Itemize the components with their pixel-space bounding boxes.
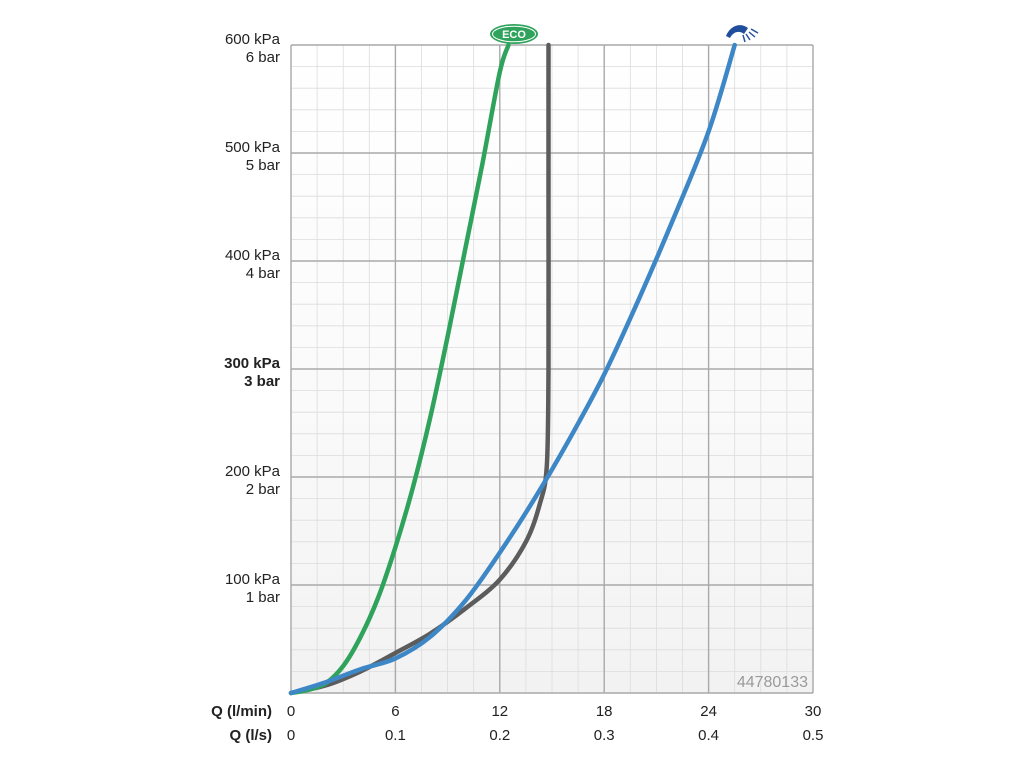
y-tick-label-kpa: 100 kPa <box>225 571 281 588</box>
x-axis-title-lmin: Q (l/min) <box>211 703 272 720</box>
y-tick-label-bar: 3 bar <box>244 373 280 390</box>
series-layer <box>288 42 737 696</box>
series-line-shower <box>288 42 737 696</box>
x-tick-label-lmin: 30 <box>805 703 822 720</box>
y-tick-label-bar: 2 bar <box>246 481 280 498</box>
x-axis-title-ls: Q (l/s) <box>229 727 272 744</box>
x-tick-label-ls: 0.5 <box>803 727 824 744</box>
y-tick-label-bar: 5 bar <box>246 157 280 174</box>
x-tick-label-lmin: 12 <box>491 703 508 720</box>
x-tick-label-ls: 0.2 <box>489 727 510 744</box>
x-tick-label-ls: 0.4 <box>698 727 719 744</box>
x-axis-labels: 0 0 6 0.1 12 0.2 18 0.3 24 0.4 30 0.5 <box>287 703 824 744</box>
eco-badge-label: ECO <box>502 29 526 41</box>
eco-badge-icon: ECO <box>490 24 538 44</box>
x-tick-label-ls: 0.3 <box>594 727 615 744</box>
x-tick-label-lmin: 0 <box>287 703 295 720</box>
y-tick-label-bar: 1 bar <box>246 589 280 606</box>
y-tick-label-kpa: 400 kPa <box>225 247 281 264</box>
y-tick-label-kpa: 200 kPa <box>225 463 281 480</box>
y-tick-label-bar: 6 bar <box>246 49 280 66</box>
y-tick-label-kpa: 300 kPa <box>224 355 281 372</box>
y-tick-label-kpa: 500 kPa <box>225 139 281 156</box>
y-tick-label-bar: 4 bar <box>246 265 280 282</box>
shower-head-icon <box>726 25 759 43</box>
x-tick-label-lmin: 24 <box>700 703 717 720</box>
chart-watermark: 44780133 <box>737 674 808 691</box>
y-tick-label-kpa: 600 kPa <box>225 31 281 48</box>
x-tick-label-lmin: 18 <box>596 703 613 720</box>
x-tick-label-ls: 0 <box>287 727 295 744</box>
x-tick-label-ls: 0.1 <box>385 727 406 744</box>
major-grid <box>290 44 814 694</box>
x-tick-label-lmin: 6 <box>391 703 399 720</box>
